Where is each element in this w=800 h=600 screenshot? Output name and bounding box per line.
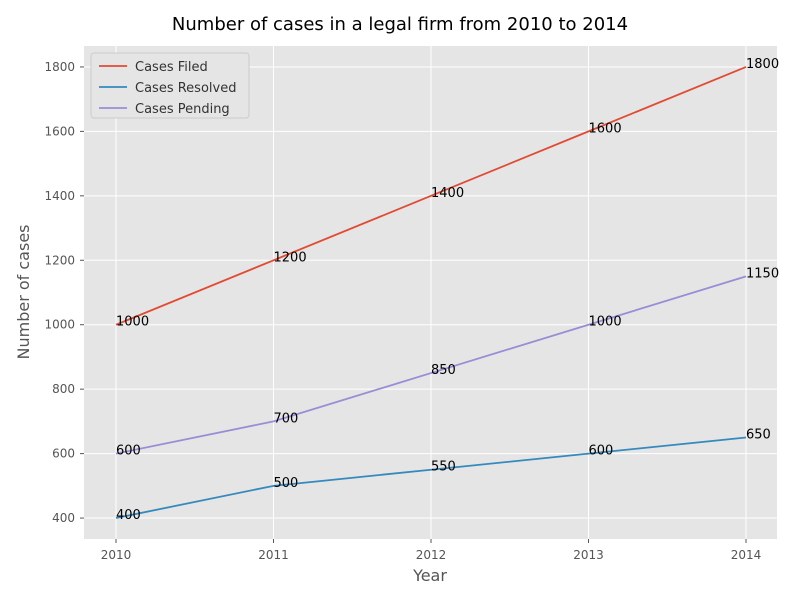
y-tick-label: 600 xyxy=(52,447,75,461)
data-label: 650 xyxy=(746,428,771,443)
legend: Cases Filed Cases Resolved Cases Pending xyxy=(90,52,250,119)
legend-label: Cases Resolved xyxy=(135,81,236,96)
y-tick-label: 1600 xyxy=(44,124,75,138)
data-label: 600 xyxy=(116,444,141,459)
x-tick-label: 2011 xyxy=(258,548,289,562)
series-line-cases-filed xyxy=(115,66,747,326)
y-tick-label: 1800 xyxy=(44,60,75,74)
y-tick-label: 400 xyxy=(52,511,75,525)
y-axis-ticks: 400 600 800 1000 1200 1400 1600 1800 xyxy=(44,60,84,525)
y-tick-label: 1400 xyxy=(44,189,75,203)
data-label: 600 xyxy=(589,444,614,459)
data-label: 700 xyxy=(274,411,299,426)
series-line-cases-resolved xyxy=(115,436,747,519)
data-label: 550 xyxy=(431,460,456,475)
data-label: 1400 xyxy=(431,186,464,201)
data-label: 1000 xyxy=(589,315,622,330)
legend-label: Cases Filed xyxy=(135,60,208,75)
x-axis-ticks: 2010 2011 2012 2013 2014 xyxy=(101,539,762,562)
series-lines xyxy=(115,66,747,519)
data-label: 400 xyxy=(116,508,141,523)
data-label: 1000 xyxy=(116,315,149,330)
x-tick-label: 2010 xyxy=(101,548,132,562)
series-line-cases-pending xyxy=(115,275,747,455)
data-label: 1600 xyxy=(589,121,622,136)
y-tick-label: 1200 xyxy=(44,253,75,267)
data-label: 1800 xyxy=(746,57,779,72)
x-axis-label: Year xyxy=(412,566,447,585)
data-labels: 1000 1200 1400 1600 1800 400 500 550 600 650 600 70… xyxy=(116,57,779,523)
y-tick-label: 1000 xyxy=(44,318,75,332)
legend-label: Cases Pending xyxy=(135,102,230,117)
x-tick-label: 2014 xyxy=(731,548,762,562)
data-label: 1150 xyxy=(746,266,779,281)
data-label: 500 xyxy=(274,476,299,491)
x-tick-label: 2012 xyxy=(416,548,447,562)
data-label: 1200 xyxy=(274,250,307,265)
chart-title: Number of cases in a legal firm from 201… xyxy=(172,14,628,35)
data-label: 850 xyxy=(431,363,456,378)
x-tick-label: 2013 xyxy=(573,548,604,562)
y-axis-label: Number of cases xyxy=(14,225,33,360)
y-tick-label: 800 xyxy=(52,382,75,396)
legend-box xyxy=(90,52,250,119)
